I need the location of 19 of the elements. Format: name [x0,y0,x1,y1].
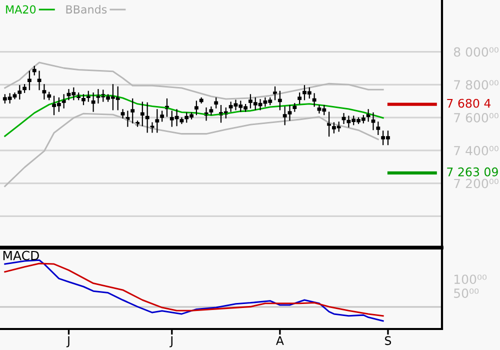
x-tick-label: S [385,336,392,346]
y-tick-label: 7 800⁰⁰ [454,80,498,90]
x-tick-label: J [66,336,70,348]
line-series [4,112,379,188]
line-series [4,94,384,137]
legend-label: MA20 [6,5,36,14]
y-tick-label: 7 600⁰⁰ [454,113,498,122]
line-series [4,62,384,100]
chart-title: MACD [3,250,39,260]
x-tick-label: J [170,336,172,348]
y-tick-label: 7 400⁰⁰ [454,146,498,156]
y-tick-label: 100⁰⁰ [454,274,487,284]
y-tick-label: 7 200⁰⁰ [454,178,498,188]
x-tick-label: A [276,336,284,345]
legend-label: BBands [66,5,107,14]
y-tick-label: 50⁰⁰ [454,288,479,298]
ref-line-label: 7 680 4 [447,98,491,108]
ref-line-label: 7 263 09 [447,167,498,176]
y-tick-label: 8 000⁰⁰ [454,47,498,57]
